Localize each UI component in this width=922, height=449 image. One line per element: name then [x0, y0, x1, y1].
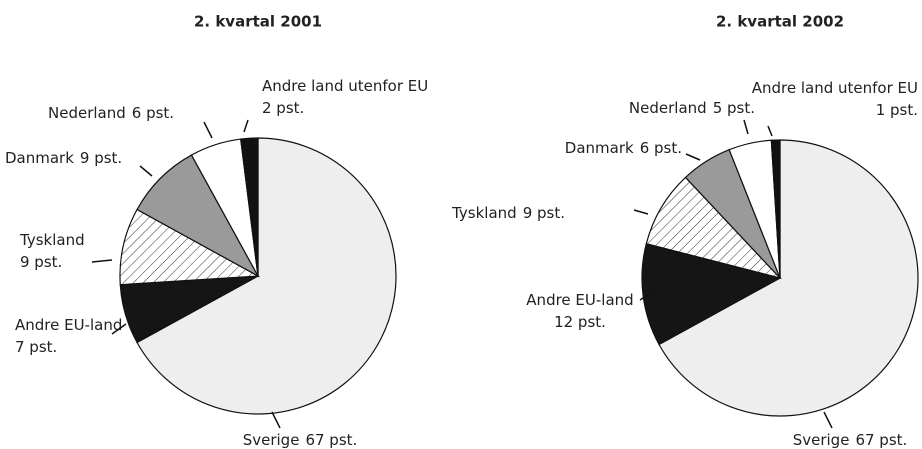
- leader-line: [203, 121, 213, 139]
- leader-line: [743, 119, 749, 135]
- chart-title: 2. kvartal 2002: [716, 13, 844, 31]
- leader-line: [767, 125, 773, 137]
- slice-category: Sverige: [243, 431, 300, 449]
- slice-category: Tyskland: [451, 204, 517, 222]
- slice-category: Andre EU-land: [15, 316, 122, 334]
- slice-category: Sverige: [793, 431, 850, 449]
- slice-value-label: 7 pst.: [15, 338, 57, 356]
- slice-value-label: 2 pst.: [262, 99, 304, 117]
- slice-category: Andre EU-land: [526, 291, 633, 309]
- slice-label: Nederland 5 pst.: [629, 99, 755, 117]
- slice-label: Sverige 67 pst.: [793, 431, 908, 449]
- slice-label: Andre EU-land 12 pst.: [526, 291, 633, 331]
- leader-line: [111, 323, 127, 335]
- slice-label: Danmark 6 pst.: [565, 139, 682, 157]
- slice-category: Andre land utenfor EU: [262, 77, 428, 95]
- slice-label: Tyskland 9 pst.: [19, 231, 85, 271]
- slice-label: Andre EU-land 7 pst.: [15, 316, 122, 356]
- slice-label: Tyskland 9 pst.: [451, 204, 565, 222]
- slice-category: Danmark: [565, 139, 634, 157]
- slice-label: Andre land utenfor EU 2 pst.: [262, 77, 428, 117]
- leader-line: [139, 165, 153, 177]
- leader-line: [633, 209, 649, 215]
- leader-line: [91, 259, 113, 263]
- pie-slice: [641, 242, 782, 346]
- slice-value-label: 9 pst.: [523, 204, 565, 222]
- leader-line: [271, 411, 281, 429]
- chart-title: 2. kvartal 2001: [194, 13, 322, 31]
- slice-category: Nederland: [629, 99, 707, 117]
- slice-category: Nederland: [48, 104, 126, 122]
- leader-line: [639, 291, 653, 301]
- slice-value-label: 9 pst.: [20, 253, 62, 271]
- pie-slice: [770, 139, 781, 279]
- pie-slice: [240, 137, 259, 277]
- slice-value-label: 67 pst.: [305, 431, 357, 449]
- slice-value-label: 9 pst.: [80, 149, 122, 167]
- slice-label: Andre land utenfor EU 1 pst.: [752, 79, 918, 119]
- slice-value-label: 5 pst.: [713, 99, 755, 117]
- slice-value-label: 1 pst.: [876, 101, 918, 119]
- slice-value-label: 6 pst.: [132, 104, 174, 122]
- slice-label: Danmark 9 pst.: [5, 149, 122, 167]
- leader-line: [823, 411, 833, 429]
- slice-label: Nederland 6 pst.: [48, 104, 174, 122]
- leader-line: [243, 119, 249, 133]
- slice-label: Sverige 67 pst.: [243, 431, 358, 449]
- leader-line: [685, 153, 701, 161]
- slice-category: Andre land utenfor EU: [752, 79, 918, 97]
- pie-slice: [136, 137, 397, 415]
- slice-value-label: 6 pst.: [640, 139, 682, 157]
- slice-value-label: 67 pst.: [855, 431, 907, 449]
- slice-category: Tyskland: [19, 231, 85, 249]
- slice-value-label: 12 pst.: [554, 313, 606, 331]
- pie-slice: [658, 139, 919, 417]
- slice-category: Danmark: [5, 149, 74, 167]
